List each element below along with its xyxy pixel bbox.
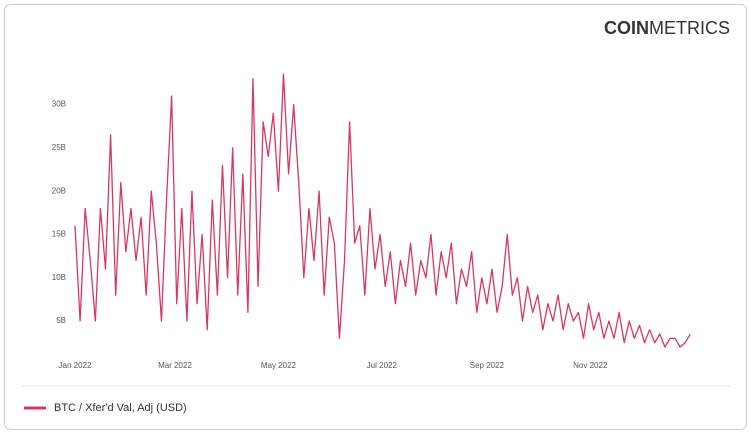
y-tick-label: 20B [52, 186, 66, 195]
x-tick-label: Mar 2022 [158, 361, 192, 370]
data-line [74, 73, 691, 348]
y-tick-label: 30B [52, 100, 66, 109]
brand-bold: COIN [604, 18, 649, 38]
y-tick-label: 25B [52, 143, 66, 152]
x-tick-label: Nov 2022 [573, 361, 608, 370]
legend-label: BTC / Xfer'd Val, Adj (USD) [54, 402, 187, 414]
y-tick-label: 10B [52, 273, 66, 282]
y-tick-label: 15B [52, 230, 66, 239]
x-tick-label: Jul 2022 [367, 361, 398, 370]
brand-light: METRICS [649, 18, 730, 38]
y-tick-label: 5B [56, 316, 66, 325]
brand: COINMETRICS [604, 18, 730, 38]
card [4, 4, 747, 430]
x-tick-label: May 2022 [261, 361, 297, 370]
x-tick-label: Jan 2022 [59, 361, 92, 370]
x-tick-label: Sep 2022 [470, 361, 505, 370]
